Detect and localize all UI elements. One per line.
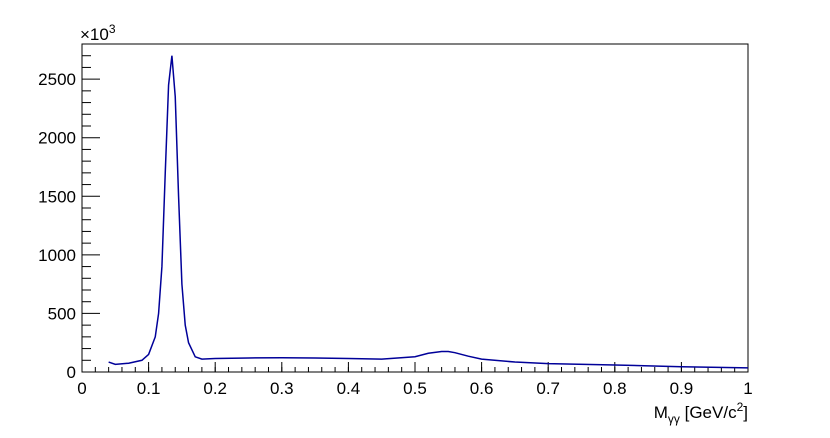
- x-label-sup: 2: [737, 400, 744, 414]
- x-label-sub: γγ: [668, 412, 680, 426]
- x-label-unit: [GeV/c: [680, 403, 737, 422]
- multiplier-base: ×10: [80, 25, 109, 44]
- multiplier-exp: 3: [109, 22, 116, 36]
- y-tick-label: 0: [67, 363, 76, 382]
- y-tick-label: 1000: [38, 246, 76, 265]
- y-multiplier: ×103: [80, 22, 116, 44]
- x-tick-label: 0.4: [337, 379, 361, 398]
- plot-frame: [81, 43, 749, 373]
- x-tick-label: 0.2: [203, 379, 227, 398]
- x-tick-label: 1: [743, 379, 752, 398]
- x-label-close: ]: [743, 403, 748, 422]
- x-tick-label: 0.3: [270, 379, 294, 398]
- x-tick-label: 0.9: [670, 379, 694, 398]
- y-tick-label: 2000: [38, 129, 76, 148]
- data-line: [108, 55, 749, 369]
- x-tick-label: 0.1: [137, 379, 161, 398]
- y-tick-label: 1500: [38, 187, 76, 206]
- x-axis-label: Mγγ [GeV/c2]: [654, 400, 748, 426]
- y-tick-label: 500: [48, 304, 76, 323]
- x-tick-label: 0.7: [536, 379, 560, 398]
- x-tick-label: 0.8: [603, 379, 627, 398]
- x-tick-label: 0.6: [470, 379, 494, 398]
- x-tick-label: 0: [77, 379, 86, 398]
- x-label-base: M: [654, 403, 668, 422]
- x-tick-label: 0.5: [403, 379, 427, 398]
- y-tick-label: 2500: [38, 70, 76, 89]
